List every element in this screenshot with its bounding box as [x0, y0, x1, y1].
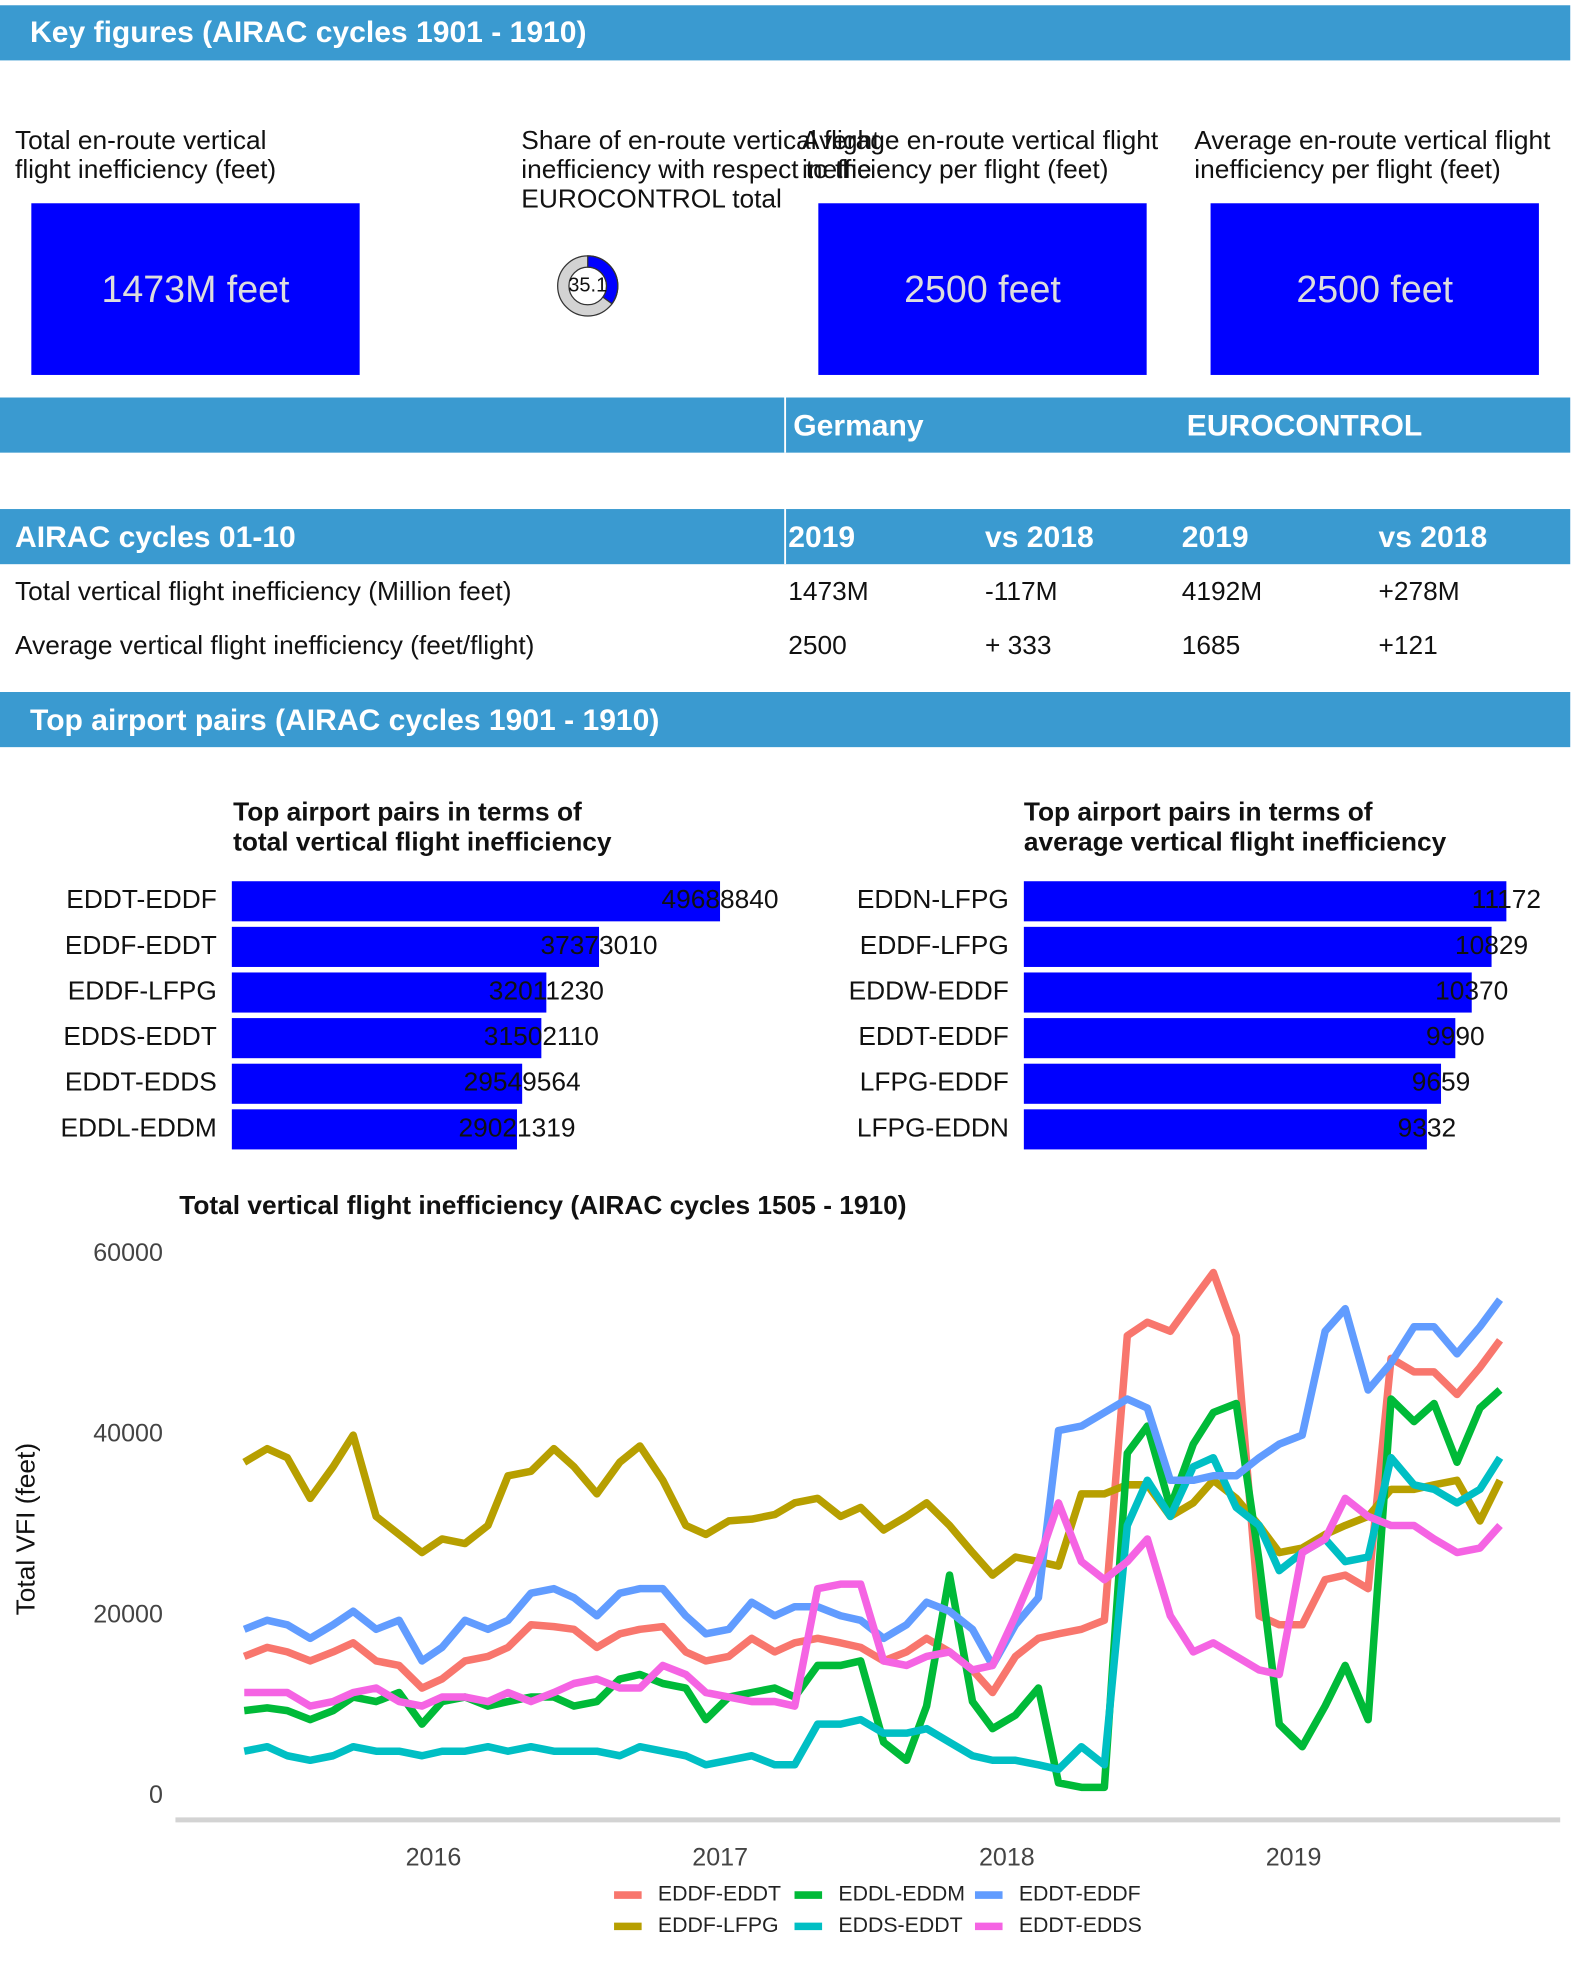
kpi-label: flight inefficiency (feet) — [15, 154, 276, 184]
kpi-value: 1473M feet — [101, 268, 290, 310]
kpi-value: 2500 feet — [1296, 268, 1453, 310]
table-header-cell: 2019 — [788, 521, 855, 554]
y-tick-label: 40000 — [93, 1420, 163, 1448]
bar — [1023, 972, 1472, 1013]
kpi-label: Total en-route vertical — [15, 125, 266, 155]
y-tick-label: 60000 — [93, 1239, 163, 1267]
kpi-box — [1210, 203, 1539, 375]
bar — [1023, 1063, 1442, 1104]
series-line — [243, 1453, 1504, 1774]
table-cell: + 333 — [985, 630, 1052, 660]
bar-label: EDDF-LFPG — [68, 975, 217, 1005]
bar-label: EDDN-LFPG — [857, 884, 1009, 914]
y-axis-label: Total VFI (feet) — [11, 1443, 41, 1615]
bar — [231, 972, 547, 1013]
section-header — [0, 692, 1571, 748]
bar-label: EDDT-EDDF — [66, 884, 216, 914]
bar — [1023, 926, 1492, 967]
value-label: 37373010 — [541, 930, 658, 960]
legend-label: EDDT-EDDF — [1019, 1882, 1141, 1906]
bar-label: EDDL-EDDM — [60, 1112, 216, 1142]
chart-title: total vertical flight inefficiency — [233, 827, 612, 857]
table-header-cell: vs 2018 — [1379, 521, 1488, 554]
table-cell: 2500 — [788, 630, 847, 660]
bar-label: EDDF-EDDT — [65, 930, 217, 960]
bar-label: EDDT-EDDS — [65, 1067, 217, 1097]
chart-title: average vertical flight inefficiency — [1024, 827, 1447, 857]
bar — [1023, 881, 1507, 922]
bar — [231, 926, 600, 967]
y-tick-label: 20000 — [93, 1600, 163, 1628]
value-label: 10370 — [1435, 975, 1508, 1005]
bar — [231, 1109, 517, 1150]
value-label: 49688840 — [662, 884, 779, 914]
table-cell: +121 — [1379, 630, 1438, 660]
table-header-cell: vs 2018 — [985, 521, 1094, 554]
bar-label: LFPG-EDDN — [857, 1112, 1009, 1142]
donut-label: 35.1 — [568, 274, 607, 296]
y-tick-label: 0 — [149, 1781, 163, 1809]
section-title: Top airport pairs (AIRAC cycles 1901 - 1… — [30, 704, 659, 737]
section-title: Key figures (AIRAC cycles 1901 - 1910) — [30, 16, 586, 49]
value-label: 10829 — [1455, 930, 1528, 960]
share-label: inefficiency with respect to the — [521, 154, 871, 184]
x-tick-label: 2019 — [1266, 1843, 1322, 1871]
series-line — [244, 1494, 1503, 1710]
legend-label: EDDT-EDDS — [1019, 1913, 1142, 1937]
chart-title: Top airport pairs in terms of — [1024, 797, 1373, 827]
value-label: 31502110 — [484, 1021, 599, 1051]
legend-label: EDDF-LFPG — [658, 1913, 779, 1937]
bar-label: LFPG-EDDF — [860, 1067, 1009, 1097]
column-group: Germany — [793, 410, 924, 443]
bar-label: EDDW-EDDF — [849, 975, 1009, 1005]
kpi-label: Average en-route vertical flight — [1194, 125, 1551, 155]
kpi-label: inefficiency per flight (feet) — [1194, 154, 1500, 184]
x-tick-label: 2018 — [979, 1843, 1035, 1871]
x-tick-label: 2017 — [692, 1843, 748, 1871]
kpi-box — [818, 203, 1147, 375]
value-label: 9659 — [1412, 1067, 1471, 1097]
section-header — [0, 5, 1571, 61]
column-group: EUROCONTROL — [1187, 410, 1422, 443]
value-label: 32011230 — [489, 975, 604, 1005]
series-line — [242, 1431, 1504, 1579]
legend-label: EDDF-EDDT — [658, 1882, 781, 1906]
table-cell: 1685 — [1182, 630, 1241, 660]
value-label: 11172 — [1472, 884, 1541, 914]
bar — [1023, 1018, 1456, 1059]
chart-title: Total vertical flight inefficiency (AIRA… — [179, 1190, 906, 1220]
bar — [231, 881, 721, 922]
value-label: 9990 — [1426, 1021, 1485, 1051]
bar-label: EDDT-EDDF — [858, 1021, 1008, 1051]
bar — [231, 1018, 542, 1059]
table-cell: 4192M — [1182, 576, 1262, 606]
kpi-box — [31, 203, 360, 375]
bar-label: EDDS-EDDT — [63, 1021, 216, 1051]
value-label: 29021319 — [458, 1112, 575, 1142]
kpi-label: Average en-route vertical flight — [802, 125, 1159, 155]
x-tick-label: 2016 — [406, 1843, 462, 1871]
table-cell: +278M — [1379, 576, 1460, 606]
bar-label: EDDF-LFPG — [860, 930, 1009, 960]
table-cell: Total vertical flight inefficiency (Mill… — [15, 576, 511, 606]
chart-title: Top airport pairs in terms of — [233, 797, 582, 827]
kpi-value: 2500 feet — [904, 268, 1061, 310]
kpi-label: inefficiency per flight (feet) — [802, 154, 1108, 184]
legend-label: EDDL-EDDM — [838, 1882, 965, 1906]
table-header-cell: 2019 — [1182, 521, 1249, 554]
share-label: EUROCONTROL total — [521, 184, 782, 214]
value-label: 9332 — [1398, 1112, 1457, 1142]
legend-label: EDDS-EDDT — [838, 1913, 962, 1937]
value-label: 29549564 — [464, 1067, 581, 1097]
share-label: Share of en-route vertical flight — [521, 125, 880, 155]
donut-segment — [587, 255, 619, 305]
bar — [1023, 1109, 1427, 1150]
table-cell: Average vertical flight inefficiency (fe… — [15, 630, 534, 660]
table-cell: -117M — [985, 576, 1058, 606]
table-cell: 1473M — [788, 576, 868, 606]
bar — [231, 1063, 523, 1104]
table-header-cell: AIRAC cycles 01-10 — [15, 521, 296, 554]
